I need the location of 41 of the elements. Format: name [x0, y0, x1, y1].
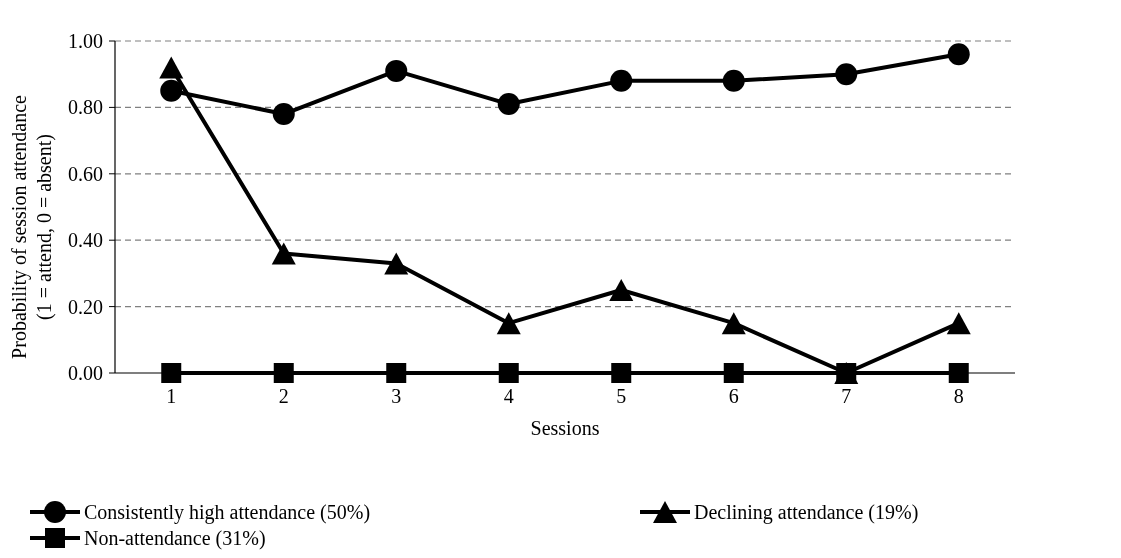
x-tick-label: 4 [503, 385, 514, 407]
point [609, 279, 634, 301]
x-axis-title: Sessions [530, 417, 600, 439]
point [384, 252, 409, 275]
point [273, 363, 294, 383]
point [496, 312, 521, 335]
x-tick-label: 3 [391, 385, 402, 407]
x-tick-label: 5 [616, 385, 627, 407]
y-tick-label: 0.00 [68, 362, 103, 384]
point [386, 363, 407, 383]
point [610, 69, 633, 92]
point [835, 63, 858, 86]
point [722, 69, 745, 92]
point [946, 312, 971, 335]
point [723, 363, 744, 383]
x-tick-label: 6 [728, 385, 739, 407]
point [611, 363, 632, 383]
x-tick-label: 7 [841, 385, 852, 407]
y-tick-label: 0.20 [68, 295, 103, 318]
point [947, 43, 970, 66]
point [497, 93, 520, 116]
y-tick-label: 1.00 [68, 30, 103, 52]
y-axis-title: Probability of session attendance (1 = attend, 0 = absent) [8, 94, 56, 359]
y-tick-label: 0.80 [68, 96, 103, 119]
point [948, 363, 969, 383]
point [498, 363, 519, 383]
point [161, 363, 182, 383]
point [721, 312, 746, 335]
point [385, 59, 408, 82]
point [160, 79, 183, 102]
y-tick-label: 0.40 [68, 229, 103, 252]
legend-label: Declining attendance (19%) [694, 501, 919, 524]
legend-label: Consistently high attendance (50%) [84, 501, 371, 524]
point [159, 56, 184, 79]
x-tick-label: 2 [278, 385, 289, 407]
y-tick-label: 0.60 [68, 162, 103, 185]
x-tick-label: 8 [953, 385, 964, 407]
legend-label: Non-attendance (31%) [84, 527, 266, 550]
point [271, 242, 296, 265]
x-tick-label: 1 [166, 385, 177, 407]
point [272, 103, 295, 126]
